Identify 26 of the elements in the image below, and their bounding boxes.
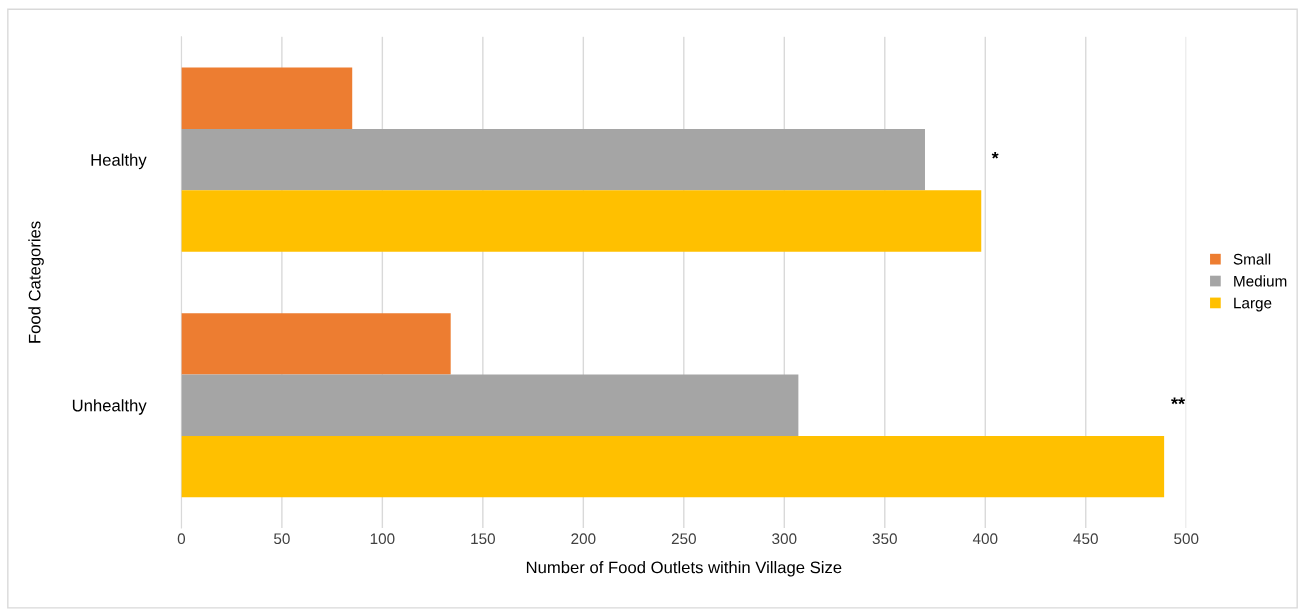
x-tick-label: 0 — [177, 533, 186, 545]
bar — [181, 374, 799, 436]
x-tick-label: 150 — [471, 533, 495, 545]
annotation: * — [991, 151, 999, 159]
x-tick-label: 200 — [571, 533, 596, 545]
bar — [181, 67, 353, 129]
x-tick-label: 50 — [274, 533, 290, 545]
x-tick-label: 250 — [671, 533, 696, 545]
bar — [181, 128, 925, 191]
x-tick-label: 400 — [972, 533, 998, 545]
bar — [181, 313, 451, 375]
legend-label: Small — [1233, 253, 1271, 265]
x-tick-label: 450 — [1073, 533, 1098, 545]
y-tick-label: Unhealthy — [72, 399, 147, 415]
x-tick-label: 100 — [370, 533, 395, 545]
y-tick-label: Healthy — [91, 153, 147, 170]
bar — [181, 435, 1165, 498]
x-tick-label: 350 — [872, 533, 897, 545]
x-axis-title: Number of Food Outlets within Village Size — [526, 561, 842, 577]
legend-label: Large — [1234, 297, 1272, 312]
y-axis-title: Food Categories — [28, 221, 44, 343]
x-tick-label: 300 — [772, 533, 797, 545]
annotation: ** — [1171, 397, 1186, 405]
x-tick-label: 500 — [1174, 533, 1199, 545]
bar — [181, 190, 982, 252]
legend-label: Medium — [1234, 275, 1287, 287]
